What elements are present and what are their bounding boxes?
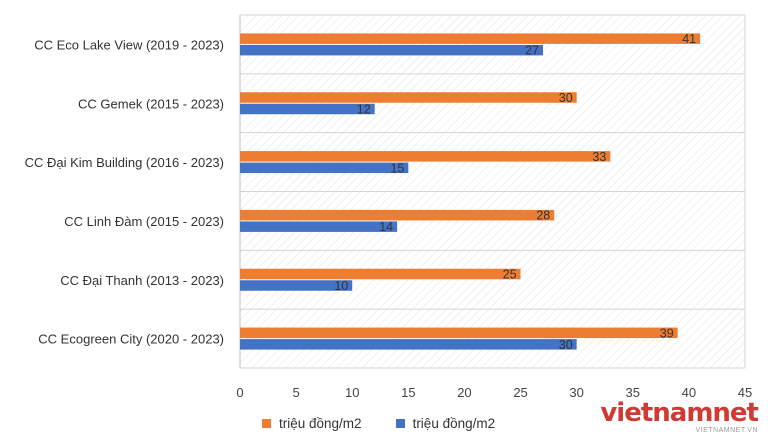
data-label: 28 xyxy=(536,209,550,223)
x-tick-label: 0 xyxy=(236,385,243,400)
bar-blue xyxy=(240,280,353,291)
bar-blue xyxy=(240,339,577,350)
bar-blue xyxy=(240,103,375,115)
data-label: 30 xyxy=(559,91,573,105)
x-tick-label: 5 xyxy=(292,385,299,400)
data-label: 41 xyxy=(682,32,696,46)
legend-label: triệu đồng/m2 xyxy=(279,416,362,431)
legend-item-series-2: triệu đồng/m2 xyxy=(395,416,496,431)
legend: triệu đồng/m2 triệu đồng/m2 xyxy=(262,416,495,431)
data-label: 39 xyxy=(660,326,674,340)
data-label: 15 xyxy=(390,161,404,175)
data-label: 25 xyxy=(503,268,517,282)
category-label: CC Đại Kim Building (2016 - 2023) xyxy=(25,155,224,170)
category-labels: CC Eco Lake View (2019 - 2023) CC Gemek (… xyxy=(25,37,224,346)
data-label: 30 xyxy=(559,338,573,352)
data-label: 33 xyxy=(592,150,606,164)
bar-orange xyxy=(240,268,521,280)
bar-orange xyxy=(240,33,701,44)
bars: 41 27 30 12 33 15 28 14 25 10 39 30 xyxy=(240,32,701,352)
x-tick-label: 45 xyxy=(738,385,752,400)
x-tick-label: 15 xyxy=(401,385,415,400)
x-tick-label: 35 xyxy=(626,385,640,400)
x-tick-labels: 0 5 10 15 20 25 30 35 40 45 xyxy=(236,385,752,400)
bar-orange xyxy=(240,327,678,339)
bar-orange xyxy=(240,92,577,103)
data-label: 27 xyxy=(525,44,539,58)
category-label: CC Linh Đàm (2015 - 2023) xyxy=(64,214,224,229)
category-label: CC Ecogreen City (2020 - 2023) xyxy=(38,332,224,347)
gridlines xyxy=(239,14,746,369)
legend-label: triệu đồng/m2 xyxy=(412,416,496,431)
data-label: 12 xyxy=(357,103,371,117)
x-tick-label: 40 xyxy=(682,385,696,400)
bar-blue xyxy=(240,221,398,232)
x-tick-label: 25 xyxy=(513,385,527,400)
bar-orange xyxy=(240,209,555,221)
legend-swatch-blue xyxy=(395,419,405,428)
vietnamnet-logo: vietnamnet VIETNAMNET.VN xyxy=(600,398,759,434)
bar-orange xyxy=(240,151,611,162)
bar-blue xyxy=(240,162,409,174)
data-label: 14 xyxy=(379,220,393,234)
logo-text: vietnamnet xyxy=(600,398,759,428)
data-label: 10 xyxy=(334,279,348,293)
logo-subtext: VIETNAMNET.VN xyxy=(695,427,758,434)
category-label: CC Gemek (2015 - 2023) xyxy=(78,96,224,111)
legend-item-series-1: triệu đồng/m2 xyxy=(262,416,362,431)
bar-blue xyxy=(240,44,543,56)
x-tick-label: 10 xyxy=(345,385,359,400)
legend-swatch-orange xyxy=(262,419,271,428)
category-label: CC Eco Lake View (2019 - 2023) xyxy=(34,37,224,52)
x-tick-label: 30 xyxy=(569,385,583,400)
category-label: CC Đại Thanh (2013 - 2023) xyxy=(60,273,224,288)
x-tick-label: 20 xyxy=(457,385,471,400)
